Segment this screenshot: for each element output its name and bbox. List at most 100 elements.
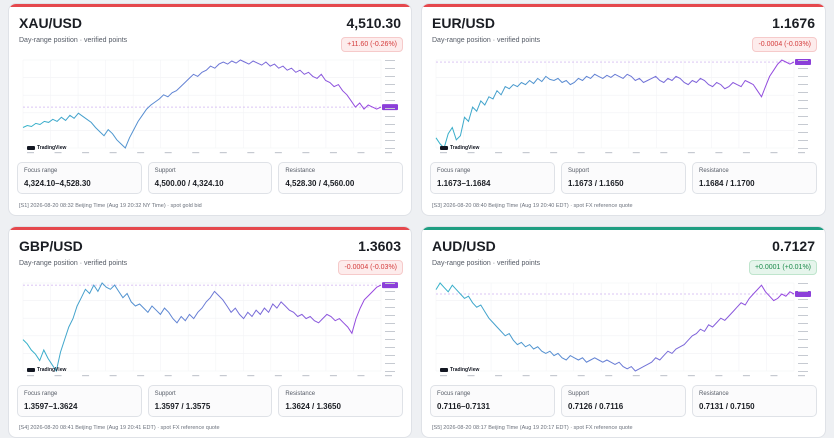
axis-tick xyxy=(385,339,395,340)
focus-range-box: Focus range 4,324.10–4,528.30 xyxy=(17,162,142,194)
axis-tick xyxy=(385,331,395,332)
axis-tick xyxy=(219,152,227,154)
axis-tick xyxy=(632,152,640,154)
axis-tick xyxy=(798,375,805,377)
box-label: Support xyxy=(154,391,176,397)
pair-title: AUD/USD xyxy=(432,238,496,254)
watermark-text: TradingView xyxy=(37,145,67,151)
last-price-tag xyxy=(382,282,398,289)
box-label: Focus range xyxy=(437,168,471,174)
axis-tick xyxy=(82,375,90,377)
axis-tick xyxy=(385,152,392,154)
axis-tick xyxy=(798,68,808,69)
axis-tick xyxy=(715,375,723,377)
axis-tick xyxy=(798,140,808,141)
box-value: 0.7126 / 0.7116 xyxy=(568,402,624,411)
axis-tick xyxy=(798,283,808,284)
axis-tick xyxy=(798,307,808,308)
axis-tick xyxy=(770,152,778,154)
chart-svg xyxy=(435,59,811,154)
axis-tick xyxy=(798,76,808,77)
price-line xyxy=(22,282,382,373)
axis-tick xyxy=(798,60,808,61)
axis-tick xyxy=(192,375,200,377)
tradingview-watermark: TradingView xyxy=(440,145,479,151)
support-box: Support 1.3597 / 1.3575 xyxy=(147,385,273,417)
axis-tick xyxy=(109,375,117,377)
box-value: 1.1684 / 1.1700 xyxy=(699,179,755,188)
axis-tick xyxy=(385,291,395,292)
price-chart[interactable] xyxy=(430,54,818,158)
axis-tick xyxy=(660,375,668,377)
axis-tick xyxy=(798,92,808,93)
accent-bar xyxy=(422,227,825,230)
pair-title: XAU/USD xyxy=(19,15,83,31)
axis-tick xyxy=(440,152,447,154)
axis-tick xyxy=(385,60,395,61)
axis-tick xyxy=(687,375,695,377)
accent-bar xyxy=(9,227,411,230)
axis-tick xyxy=(495,375,503,377)
axis-tick xyxy=(385,315,395,316)
box-label: Support xyxy=(568,168,590,174)
chart-svg xyxy=(22,59,398,154)
current-price: 1.3603 xyxy=(358,238,401,254)
axis-tick xyxy=(577,375,585,377)
price-chart[interactable] xyxy=(17,54,405,158)
card-gbp-usd: GBP/USD 1.3603 Day-range position · veri… xyxy=(8,226,412,438)
tradingview-logo-icon xyxy=(440,368,448,372)
watermark-text: TradingView xyxy=(37,367,67,373)
axis-tick xyxy=(798,152,805,154)
axis-tick xyxy=(385,132,395,133)
axis-tick xyxy=(440,375,447,377)
focus-range-box: Focus range 1.1673–1.1684 xyxy=(430,162,555,194)
axis-tick xyxy=(632,375,640,377)
axis-tick xyxy=(798,148,808,149)
current-price: 0.7127 xyxy=(772,238,815,254)
price-chart[interactable] xyxy=(17,277,405,381)
axis-tick xyxy=(302,152,310,154)
axis-tick xyxy=(109,152,117,154)
box-label: Resistance xyxy=(285,168,316,174)
price-chart[interactable] xyxy=(430,277,818,381)
axis-tick xyxy=(385,76,395,77)
axis-tick xyxy=(605,375,613,377)
resistance-box: Resistance 4,528.30 / 4,560.00 xyxy=(278,162,404,194)
levels-row: Focus range 4,324.10–4,528.30 Support 4,50… xyxy=(17,162,404,194)
box-value: 1.3597 / 1.3575 xyxy=(154,402,211,411)
axis-tick xyxy=(385,92,395,93)
axis-tick xyxy=(798,84,808,85)
axis-tick xyxy=(798,339,808,340)
axis-tick xyxy=(385,116,395,117)
current-price: 1.1676 xyxy=(772,15,815,31)
tradingview-logo-icon xyxy=(440,146,448,150)
axis-tick xyxy=(798,323,808,324)
box-label: Resistance xyxy=(699,168,729,174)
axis-tick xyxy=(798,315,808,316)
axis-tick xyxy=(742,375,750,377)
axis-tick xyxy=(385,140,395,141)
support-box: Support 1.1673 / 1.1650 xyxy=(561,162,686,194)
axis-tick xyxy=(82,152,90,154)
accent-bar xyxy=(9,4,411,7)
resistance-box: Resistance 1.3624 / 1.3650 xyxy=(278,385,404,417)
axis-tick xyxy=(27,152,34,154)
axis-tick xyxy=(247,152,255,154)
chart-subtitle: Day-range position · verified points xyxy=(432,37,541,44)
axis-tick xyxy=(798,116,808,117)
axis-tick xyxy=(329,375,337,377)
pair-title: EUR/USD xyxy=(432,15,496,31)
axis-tick xyxy=(385,148,395,149)
source-footer: [S3] 2026-08-20 08:40 Beijing Time (Aug … xyxy=(432,203,633,209)
axis-tick xyxy=(798,124,808,125)
card-xau-usd: XAU/USD 4,510.30 Day-range position · ve… xyxy=(8,3,412,216)
levels-row: Focus range 1.3597–1.3624 Support 1.3597 /… xyxy=(17,385,404,417)
tradingview-watermark: TradingView xyxy=(27,367,66,373)
last-price-tag xyxy=(795,291,811,297)
axis-tick xyxy=(385,283,395,284)
last-price-tag xyxy=(382,104,398,111)
box-value: 4,500.00 / 4,324.10 xyxy=(154,179,224,188)
axis-tick xyxy=(798,132,808,133)
tradingview-watermark: TradingView xyxy=(440,367,479,373)
axis-tick xyxy=(798,371,808,372)
